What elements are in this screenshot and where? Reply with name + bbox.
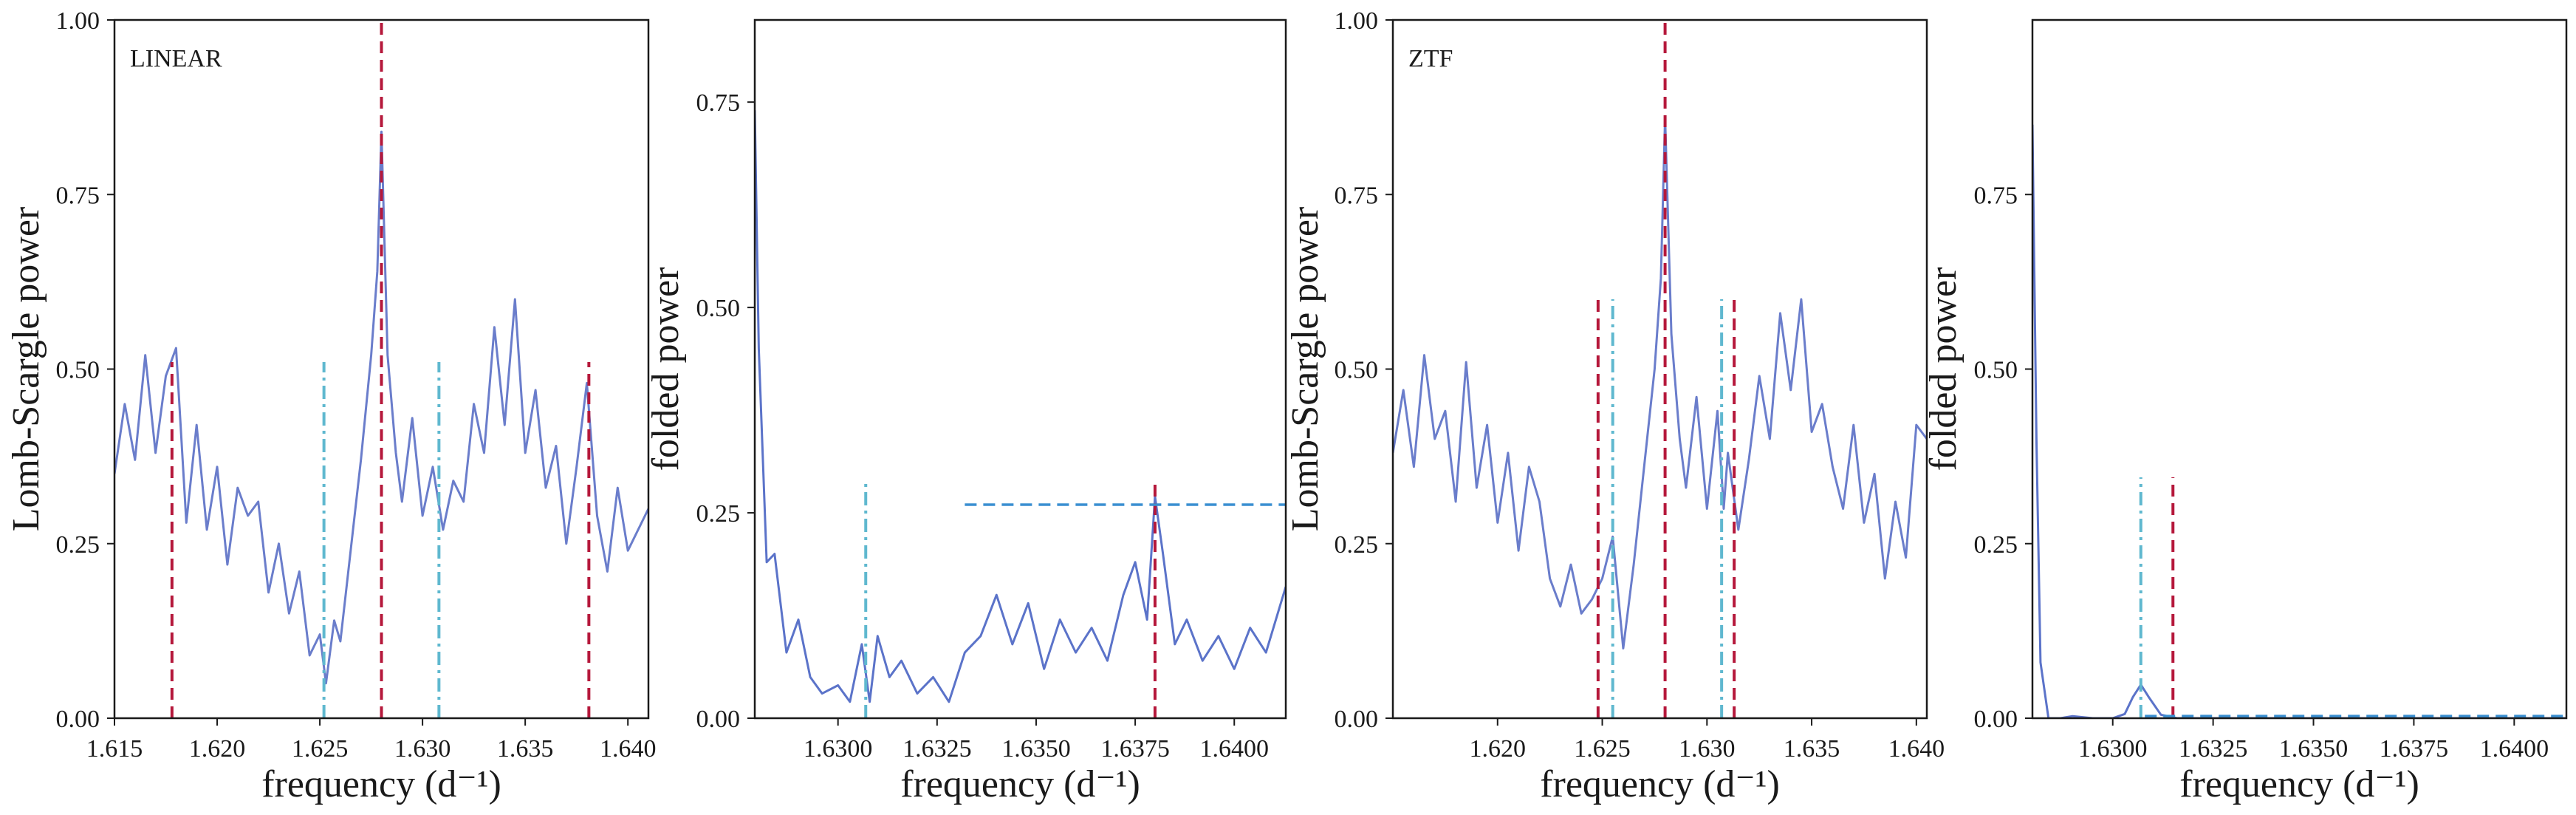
plot-area: [1393, 20, 1927, 718]
series-line-0: [755, 110, 1286, 703]
plot-area: [114, 20, 648, 718]
axis-ticks: 1.6300 1.6325 1.6350 1.6375 1.6400 0.00 0.25 0.…: [1974, 182, 2549, 763]
x-tick-label: 1.615: [86, 735, 143, 763]
x-tick-label: 1.6300: [2078, 735, 2148, 763]
x-tick-label: 1.6350: [2279, 735, 2349, 763]
series-line-0: [1393, 116, 1927, 649]
y-tick-label: 0.00: [1974, 706, 2018, 733]
y-axis-label: Lomb-Scargle power: [1284, 207, 1326, 531]
x-tick-label: 1.640: [600, 735, 657, 763]
panel-tag: LINEAR: [130, 45, 222, 72]
x-tick-label: 1.6300: [804, 735, 873, 763]
y-tick-label: 1.00: [1335, 7, 1379, 35]
y-tick-label: 0.25: [1974, 531, 2018, 559]
panel-linear-periodogram: 1.615 1.620 1.625 1.630 1.635 1.640 0.00 0.25 0.…: [5, 7, 656, 805]
x-tick-label: 1.635: [1784, 735, 1840, 763]
axis-ticks: 1.620 1.625 1.630 1.635 1.640 0.00 0.25 0.50 0.7…: [1335, 7, 1945, 763]
y-tick-label: 0.50: [696, 295, 741, 322]
series-line-0: [2032, 124, 2566, 718]
x-tick-label: 1.630: [394, 735, 451, 763]
y-axis-label: folded power: [1922, 267, 1964, 471]
panel-ztf-periodogram: 1.620 1.625 1.630 1.635 1.640 0.00 0.25 0.50 0.7…: [1284, 7, 1945, 805]
plot-area: [2032, 124, 2566, 718]
y-axis-label: Lomb-Scargle power: [5, 207, 47, 531]
x-tick-label: 1.630: [1679, 735, 1736, 763]
x-tick-label: 1.635: [497, 735, 554, 763]
plot-area: [755, 110, 1286, 718]
y-tick-label: 0.25: [696, 500, 741, 528]
y-tick-label: 0.50: [56, 357, 100, 384]
axes-frame: [753, 18, 1287, 720]
y-tick-label: 0.25: [56, 531, 100, 559]
y-tick-label: 0.75: [696, 89, 741, 117]
x-tick-label: 1.625: [292, 735, 349, 763]
x-axis-label: frequency (d⁻¹): [900, 763, 1140, 805]
x-tick-label: 1.620: [1470, 735, 1527, 763]
axis-ticks: 1.6300 1.6325 1.6350 1.6375 1.6400 0.00 0.25 0.…: [696, 89, 1269, 763]
y-tick-label: 0.75: [56, 182, 100, 209]
y-tick-label: 0.50: [1335, 357, 1379, 384]
axes-frame: [113, 18, 650, 720]
y-tick-label: 0.00: [56, 706, 100, 733]
axes-frame: [1391, 18, 1928, 720]
panel-tag: ZTF: [1408, 45, 1453, 72]
axis-ticks: 1.615 1.620 1.625 1.630 1.635 1.640 0.00 0.25 0.…: [56, 7, 657, 763]
x-tick-label: 1.620: [189, 735, 246, 763]
x-tick-label: 1.6350: [1001, 735, 1071, 763]
x-tick-label: 1.6400: [1199, 735, 1269, 763]
axes-frame: [2031, 18, 2568, 720]
x-axis-label: frequency (d⁻¹): [261, 763, 501, 805]
plot-layer: 1.6300 1.6325 1.6350 1.6375 1.6400 0.00 0.25 0.…: [696, 89, 1286, 763]
panel-linear-folded: 1.6300 1.6325 1.6350 1.6375 1.6400 0.00 0.25 0.…: [645, 18, 1287, 805]
x-tick-label: 1.6325: [2179, 735, 2248, 763]
x-tick-label: 1.6400: [2480, 735, 2549, 763]
y-tick-label: 0.75: [1974, 182, 2018, 209]
x-tick-label: 1.640: [1888, 735, 1945, 763]
x-tick-label: 1.6375: [1100, 735, 1170, 763]
y-tick-label: 0.25: [1335, 531, 1379, 559]
series-line-0: [114, 130, 648, 685]
y-tick-label: 1.00: [56, 7, 100, 35]
y-tick-label: 0.00: [696, 706, 741, 733]
x-tick-label: 1.625: [1574, 735, 1631, 763]
y-axis-label: folded power: [645, 267, 687, 471]
panel-ztf-folded: 1.6300 1.6325 1.6350 1.6375 1.6400 0.00 0.25 0.…: [1922, 18, 2568, 805]
plot-layer: 1.620 1.625 1.630 1.635 1.640 0.00 0.25 0.50 0.7…: [1335, 7, 1945, 763]
x-tick-label: 1.6325: [902, 735, 972, 763]
plot-layer: 1.615 1.620 1.625 1.630 1.635 1.640 0.00 0.25 0.…: [56, 7, 657, 763]
x-axis-label: frequency (d⁻¹): [1540, 763, 1780, 805]
y-tick-label: 0.75: [1335, 182, 1379, 209]
x-axis-label: frequency (d⁻¹): [2179, 763, 2419, 805]
y-tick-label: 0.00: [1335, 706, 1379, 733]
plot-layer: 1.6300 1.6325 1.6350 1.6375 1.6400 0.00 0.25 0.…: [1974, 124, 2566, 763]
y-tick-label: 0.50: [1974, 357, 2018, 384]
x-tick-label: 1.6375: [2380, 735, 2449, 763]
